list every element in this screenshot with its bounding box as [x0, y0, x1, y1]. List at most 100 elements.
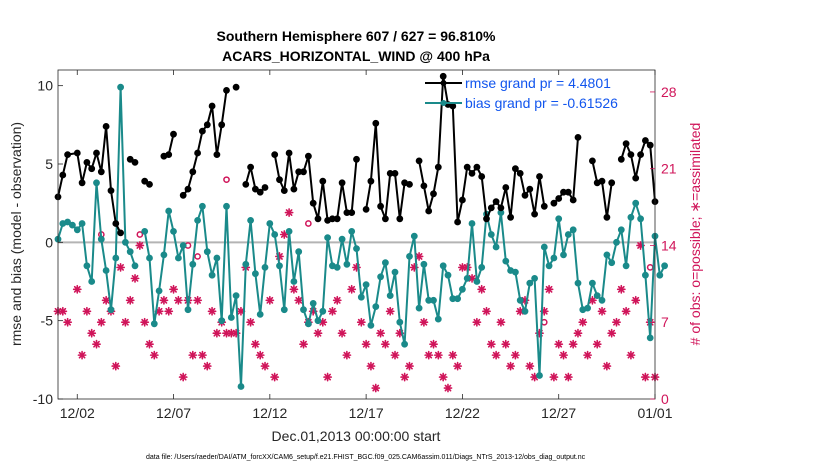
- rmse-point: [617, 155, 625, 163]
- bias-point: [213, 254, 221, 262]
- rmse-point: [276, 176, 283, 184]
- rmse-point: [189, 168, 197, 176]
- bias-series-group: [54, 83, 668, 390]
- bias-point: [107, 306, 115, 314]
- bias-point: [155, 287, 163, 295]
- obs-assimilated-marker: [193, 295, 203, 305]
- rmse-point: [208, 102, 216, 110]
- rmse-point: [223, 87, 230, 94]
- y-right-tick-label: 7: [661, 314, 669, 330]
- plot-frame: [57, 69, 656, 400]
- rmse-point: [637, 151, 644, 159]
- obs-assimilated-marker: [506, 361, 515, 371]
- obs-assimilated-marker: [578, 317, 588, 327]
- bias-point: [617, 226, 625, 234]
- obs-assimilated-marker: [486, 339, 496, 349]
- bias-point: [227, 314, 235, 321]
- obs-assimilated-marker: [366, 361, 376, 371]
- rmse-point: [261, 184, 269, 191]
- y-right-tick-label: 21: [661, 161, 677, 177]
- y-left-tick-label: -5: [41, 313, 54, 329]
- bias-point: [406, 253, 413, 260]
- obs-assimilated-marker: [140, 317, 150, 327]
- obs-assimilated-marker: [347, 284, 357, 294]
- rmse-point: [290, 185, 298, 193]
- rmse-point: [64, 151, 71, 159]
- obs-assimilated-marker: [337, 328, 347, 338]
- rmse-point: [112, 220, 120, 227]
- obs-assimilated-marker: [554, 339, 564, 349]
- bias-point: [415, 304, 423, 312]
- x-tick-label: 12/27: [541, 405, 576, 421]
- bias-point: [540, 243, 548, 251]
- bias-point: [526, 279, 534, 287]
- rmse-point: [59, 171, 67, 179]
- rmse-point: [454, 218, 462, 226]
- bias-point: [266, 220, 274, 227]
- rmse-point: [372, 119, 380, 127]
- rmse-point: [300, 168, 307, 176]
- obs-assimilated-marker: [130, 273, 140, 283]
- rmse-point: [396, 215, 404, 223]
- obs-assimilated-marker: [72, 284, 82, 294]
- bias-point: [112, 254, 120, 262]
- rmse-point: [555, 195, 563, 202]
- obs-possible-marker: [194, 253, 201, 260]
- obs-assimilated-marker: [472, 317, 482, 327]
- rmse-point: [439, 72, 447, 80]
- obs-assimilated-marker: [356, 317, 366, 327]
- rmse-point: [627, 151, 635, 159]
- bias-point: [179, 242, 187, 249]
- obs-assimilated-marker: [496, 317, 506, 327]
- bias-point: [550, 254, 558, 262]
- bias-point: [242, 260, 250, 268]
- rmse-point: [131, 159, 139, 166]
- obs-assimilated-marker: [279, 230, 289, 239]
- obs-assimilated-marker: [265, 295, 275, 305]
- rmse-point: [603, 213, 611, 221]
- obs-assimilated-marker: [544, 284, 554, 294]
- rmse-point: [285, 149, 293, 157]
- bias-point: [160, 251, 168, 259]
- bias-point: [646, 334, 654, 342]
- rmse-point: [463, 163, 471, 171]
- bias-point: [463, 275, 471, 282]
- rmse-point: [232, 83, 240, 91]
- rmse-point: [512, 165, 519, 173]
- bias-point: [131, 262, 139, 270]
- y-right-tick-label: 14: [661, 237, 677, 253]
- obs-assimilated-marker: [96, 317, 106, 327]
- x-axis-label: Dec.01,2013 00:00:00 start: [272, 428, 441, 444]
- rmse-point: [353, 155, 360, 163]
- obs-assimilated-marker: [173, 295, 183, 305]
- y-left-tick-label: -10: [33, 391, 53, 407]
- bias-point: [492, 243, 500, 251]
- obs-assimilated-marker: [583, 350, 592, 360]
- obs-assimilated-marker: [121, 317, 130, 327]
- bias-point: [521, 307, 529, 315]
- bias-point: [305, 320, 312, 328]
- obs-assimilated-marker: [250, 339, 260, 349]
- bias-point: [603, 251, 611, 259]
- obs-assimilated-marker: [289, 284, 299, 294]
- bias-point: [165, 207, 173, 215]
- rmse-point: [564, 188, 572, 196]
- rmse-point: [309, 199, 317, 207]
- obs-assimilated-marker: [92, 339, 101, 349]
- obs-assimilated-marker: [607, 328, 617, 338]
- bias-point: [367, 322, 375, 329]
- bias-point: [280, 306, 288, 314]
- rmse-point: [507, 213, 515, 221]
- bias-point: [468, 220, 476, 227]
- bias-point: [362, 281, 370, 289]
- rmse-point: [516, 170, 524, 177]
- rmse-point: [483, 215, 490, 223]
- rmse-point: [102, 123, 110, 130]
- obs-assimilated-marker: [626, 350, 636, 360]
- rmse-point: [430, 190, 437, 198]
- rmse-point: [256, 188, 264, 196]
- bias-point: [512, 268, 519, 276]
- bias-point: [223, 202, 230, 210]
- obs-assimilated-marker: [597, 306, 607, 316]
